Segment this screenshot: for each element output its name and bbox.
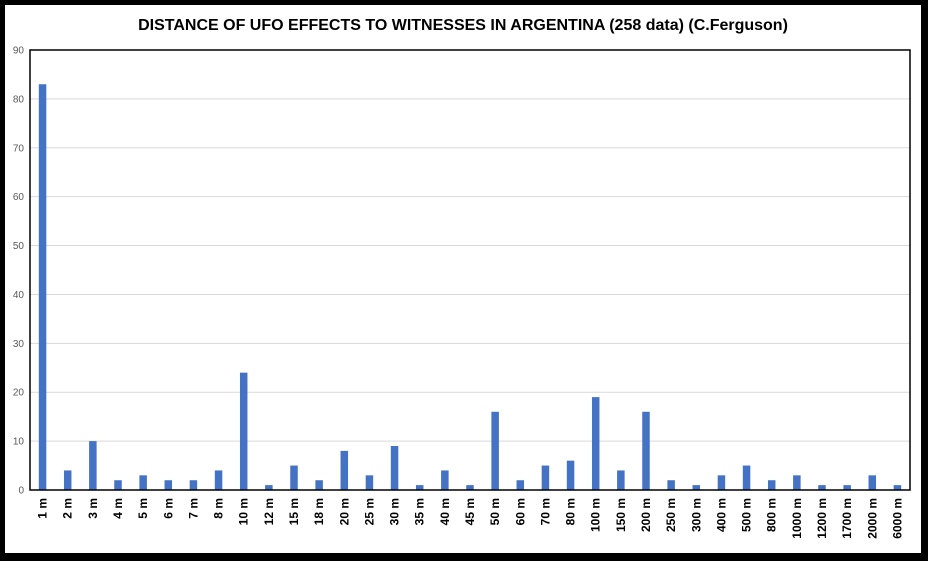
x-tick-label: 60 m — [513, 498, 527, 525]
x-tick-label: 40 m — [438, 498, 452, 525]
bar — [265, 485, 273, 490]
y-tick-label: 20 — [13, 388, 25, 399]
x-tick-label: 2 m — [61, 498, 75, 519]
x-tick-label: 30 m — [388, 498, 402, 525]
bar — [692, 485, 701, 490]
bar — [742, 465, 751, 490]
x-tick-label: 250 m — [664, 498, 678, 532]
x-tick-label: 80 m — [564, 498, 578, 525]
bar — [793, 475, 801, 490]
x-tick-label: 25 m — [362, 498, 376, 525]
bar — [189, 480, 198, 490]
x-axis-ticks: 1 m 2 m 3 m 4 m 5 m 6 m 7 m 8 m 10 m 12 m 15 m 18 m… — [36, 498, 905, 539]
x-tick-label: 10 m — [237, 498, 251, 525]
bar — [239, 372, 248, 490]
x-tick-label: 100 m — [589, 498, 603, 532]
y-tick-label: 70 — [13, 143, 25, 154]
bar — [566, 460, 575, 490]
x-tick-label: 400 m — [714, 498, 728, 532]
bar — [38, 84, 47, 490]
x-tick-label: 70 m — [538, 498, 552, 525]
x-tick-label: 200 m — [639, 498, 653, 532]
x-tick-label: 20 m — [337, 498, 351, 525]
x-tick-label: 1000 m — [790, 498, 804, 539]
chart-frame: DISTANCE OF UFO EFFECTS TO WITNESSES IN … — [5, 5, 921, 553]
x-tick-label: 500 m — [740, 498, 754, 532]
x-tick-label: 1700 m — [840, 498, 854, 539]
x-tick-label: 1 m — [36, 498, 50, 519]
x-tick-label: 3 m — [86, 498, 100, 519]
x-tick-label: 8 m — [212, 498, 226, 519]
bar — [843, 485, 851, 490]
bar — [365, 475, 374, 490]
bar — [290, 465, 298, 490]
bar — [164, 480, 173, 490]
bar-chart: 0 10 20 30 40 50 60 70 80 90 1 m 2 m 3 m 4 m 5 m 6 m 7 … — [13, 46, 911, 539]
y-tick-label: 40 — [13, 290, 25, 301]
x-tick-label: 6000 m — [890, 498, 904, 539]
x-tick-label: 2000 m — [865, 498, 879, 539]
bar — [89, 441, 97, 490]
x-tick-label: 150 m — [614, 498, 628, 532]
bar — [114, 480, 122, 490]
x-tick-label: 15 m — [287, 498, 301, 525]
x-tick-label: 50 m — [488, 498, 502, 525]
bar — [63, 470, 72, 490]
y-tick-label: 0 — [18, 486, 24, 497]
plot-border — [29, 49, 911, 491]
bar — [818, 485, 826, 490]
bar — [617, 470, 625, 490]
bar — [415, 485, 424, 490]
y-tick-label: 30 — [13, 339, 25, 350]
bar — [466, 485, 474, 490]
x-tick-label: 12 m — [262, 498, 276, 525]
y-tick-label: 60 — [13, 192, 25, 203]
x-tick-label: 7 m — [186, 498, 200, 519]
bar — [717, 475, 726, 490]
chart-title: DISTANCE OF UFO EFFECTS TO WITNESSES IN … — [138, 17, 788, 34]
bar — [767, 480, 776, 490]
x-tick-label: 1200 m — [815, 498, 829, 539]
bar — [591, 397, 600, 490]
bar — [315, 480, 323, 490]
x-tick-label: 6 m — [161, 498, 175, 519]
x-tick-label: 45 m — [463, 498, 477, 525]
y-tick-label: 90 — [13, 46, 25, 57]
bar — [214, 470, 223, 490]
bar — [642, 411, 650, 490]
x-tick-label: 5 m — [136, 498, 150, 519]
x-tick-label: 18 m — [312, 498, 326, 525]
bar — [340, 450, 349, 490]
bar — [491, 411, 499, 490]
y-axis-ticks: 0 10 20 30 40 50 60 70 80 90 — [13, 46, 25, 497]
bar — [516, 480, 525, 490]
bar — [139, 475, 147, 490]
y-tick-label: 10 — [13, 437, 25, 448]
x-tick-label: 4 m — [111, 498, 125, 519]
bar — [390, 446, 399, 490]
bar — [893, 485, 902, 490]
bar — [541, 465, 550, 490]
x-tick-label: 300 m — [689, 498, 703, 532]
bar — [868, 475, 877, 490]
bar — [441, 470, 449, 490]
y-tick-label: 80 — [13, 94, 25, 105]
x-tick-label: 35 m — [413, 498, 427, 525]
bar — [667, 480, 675, 490]
x-tick-label: 800 m — [765, 498, 779, 532]
gridlines — [30, 98, 910, 442]
y-tick-label: 50 — [13, 241, 25, 252]
bars — [38, 84, 902, 490]
